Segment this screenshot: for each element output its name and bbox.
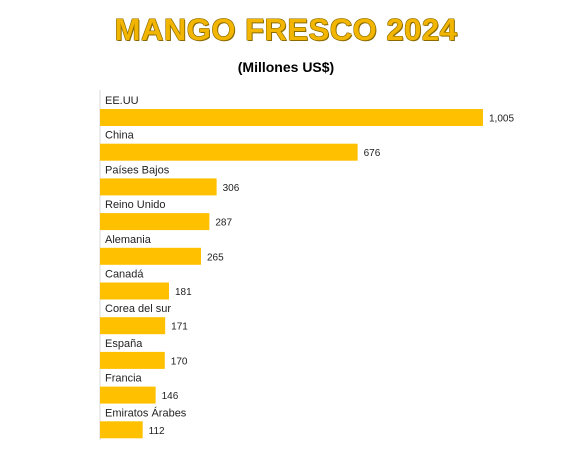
data-label: 171: [171, 322, 188, 333]
data-label: 1,005: [489, 114, 514, 125]
category-label: Reino Unido: [105, 199, 166, 211]
chart-title: MANGO FRESCO 2024: [114, 12, 458, 47]
category-label: China: [105, 130, 135, 142]
bar: [100, 386, 156, 404]
data-label: 170: [171, 356, 188, 367]
category-label: EE.UU: [105, 95, 139, 107]
data-label: 287: [215, 218, 232, 229]
bar: [100, 178, 217, 196]
category-label: Francia: [105, 373, 143, 385]
category-label: Emiratos Árabes: [105, 406, 187, 419]
bar: [100, 109, 483, 126]
bar: [100, 421, 143, 439]
category-label: Países Bajos: [105, 164, 170, 176]
data-label: 146: [162, 391, 179, 402]
bar: [100, 282, 169, 300]
data-label: 181: [175, 287, 192, 298]
bar: [100, 351, 165, 369]
chart-subtitle: (Millones US$): [237, 59, 335, 75]
category-label: Corea del sur: [105, 303, 171, 315]
category-label: España: [105, 338, 143, 350]
data-label: 112: [149, 426, 165, 437]
bar: [100, 247, 201, 265]
data-label: 306: [223, 183, 240, 194]
bar: [100, 317, 166, 335]
data-label: 265: [207, 252, 224, 263]
category-label: Canadá: [105, 269, 144, 281]
data-label: 676: [364, 148, 381, 159]
category-label: Alemania: [105, 234, 152, 246]
bar: [100, 143, 358, 161]
bar: [100, 213, 210, 231]
